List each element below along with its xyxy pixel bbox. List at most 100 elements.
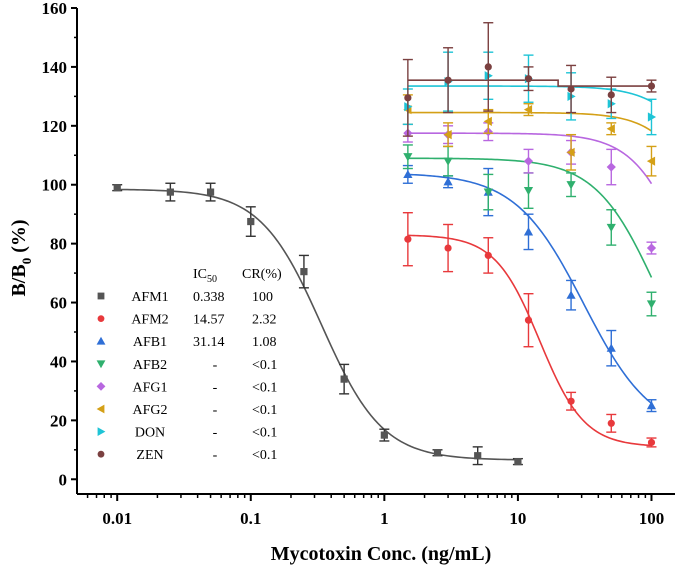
legend-ic50-afb2: - (213, 358, 218, 373)
x-tick-label: 10 (509, 509, 526, 528)
x-tick-label: 0.1 (240, 509, 261, 528)
y-tick-label: 100 (42, 176, 68, 195)
data-point-afg2 (646, 156, 656, 166)
data-point-afm2 (607, 419, 615, 427)
data-points (112, 22, 657, 466)
x-ticks: 0.01 0.1 1 10 100 (86, 494, 665, 528)
data-point-afb1 (566, 290, 576, 299)
data-point-afm2 (404, 235, 412, 243)
fit-curve-zen (407, 79, 652, 87)
data-point-afb2 (523, 187, 534, 196)
legend-header-ic50-sub: 50 (207, 274, 217, 285)
legend-marker-afg1 (96, 382, 106, 391)
data-point-afm2 (524, 316, 533, 324)
data-point-afm1 (433, 449, 442, 457)
data-point-afm1 (166, 188, 174, 196)
data-point-zen (484, 63, 492, 71)
data-point-zen (444, 76, 452, 84)
legend-name-afb2: AFB2 (133, 358, 167, 373)
data-point-afb1 (403, 169, 413, 179)
legend-header-ic50-text: IC (193, 267, 207, 282)
y-tick-label: 140 (42, 58, 68, 77)
data-point-afb1 (606, 343, 616, 352)
x-tick-label: 1 (380, 509, 389, 528)
x-axis-title: Mycotoxin Conc. (ng/mL) (271, 543, 492, 565)
legend-cr-afb2: <0.1 (252, 358, 277, 373)
data-point-zen (404, 94, 412, 102)
y-axis-title-unit: (%) (8, 219, 30, 257)
data-point-afm1 (380, 431, 388, 439)
data-point-zen (607, 91, 615, 99)
legend-cr-afb1: 1.08 (252, 335, 277, 350)
legend-ic50-zen: - (213, 448, 218, 463)
legend-marker-afm2 (97, 315, 105, 322)
legend-name-afg1: AFG1 (132, 380, 167, 395)
data-point-afm1 (340, 375, 348, 383)
data-point-afm1 (474, 452, 482, 460)
axes (76, 8, 675, 495)
legend-name-zen: ZEN (136, 448, 163, 463)
legend-ic50-afg1: - (213, 380, 218, 395)
y-tick-label: 0 (59, 470, 68, 489)
y-axis-title-main: B/B (8, 264, 30, 296)
data-point-afg2 (523, 105, 533, 115)
data-point-afg1 (523, 156, 534, 166)
data-point-afg2 (443, 130, 452, 140)
legend-marker-afg2 (96, 404, 105, 414)
data-point-afm1 (113, 184, 121, 192)
legend-name-afm2: AFM2 (131, 313, 168, 328)
y-tick-label: 120 (42, 117, 68, 136)
data-point-afb2 (483, 188, 493, 197)
legend-marker-afb1 (96, 336, 106, 345)
legend-marker-afm1 (97, 292, 105, 300)
data-point-afb2 (606, 223, 616, 233)
data-point-afm2 (647, 438, 656, 447)
y-tick-label: 60 (50, 294, 67, 313)
legend-cr-afm1: 100 (252, 290, 273, 305)
legend-marker-don (97, 427, 106, 436)
legend-marker-zen (97, 450, 105, 458)
data-point-afb1 (443, 177, 453, 186)
data-point-afm1 (206, 188, 215, 196)
data-point-afm1 (247, 217, 255, 226)
data-point-zen (647, 82, 656, 90)
y-tick-label: 20 (50, 411, 67, 430)
legend: IC50 CR(%) AFM1 0.338 100 AFM2 14.57 2.32 AFB1 31… (96, 267, 282, 463)
legend-ic50-afm1: 0.338 (193, 290, 225, 305)
legend-header-ic50: IC50 (193, 267, 217, 285)
data-point-afm2 (567, 397, 575, 405)
legend-ic50-afg2: - (213, 403, 218, 418)
legend-cr-afg1: <0.1 (252, 380, 277, 395)
legend-cr-afm2: 2.32 (252, 313, 277, 328)
legend-cr-don: <0.1 (252, 426, 277, 441)
data-point-afb2 (646, 300, 657, 309)
y-tick-label: 40 (50, 352, 67, 371)
data-point-zen (524, 75, 533, 83)
x-tick-label: 0.01 (102, 509, 132, 528)
y-axis-title: B/B0 (%) (8, 219, 34, 296)
legend-name-afg2: AFG2 (132, 403, 167, 418)
data-point-afm2 (444, 244, 452, 252)
data-point-afb1 (523, 227, 534, 236)
legend-cr-afg2: <0.1 (252, 403, 277, 418)
data-point-afb2 (443, 157, 453, 166)
data-point-afm2 (484, 251, 492, 260)
y-tick-label: 80 (50, 235, 67, 254)
legend-header-cr: CR(%) (242, 267, 282, 282)
legend-cr-zen: <0.1 (252, 448, 277, 463)
data-point-afg2 (606, 124, 615, 134)
legend-name-don: DON (135, 426, 165, 441)
data-point-afm1 (514, 458, 522, 466)
legend-marker-afb2 (96, 360, 106, 369)
legend-ic50-afb1: 31.14 (193, 335, 225, 350)
data-point-afb2 (566, 181, 576, 190)
y-ticks: 0 20 40 60 80 100 120 140 160 (42, 0, 77, 489)
data-point-afg1 (606, 162, 616, 172)
data-point-afb1 (646, 401, 657, 410)
data-point-afg1 (646, 243, 657, 253)
legend-ic50-don: - (213, 426, 218, 441)
x-tick-label: 100 (639, 509, 665, 528)
data-point-don (647, 112, 657, 122)
data-point-afb2 (403, 153, 413, 162)
